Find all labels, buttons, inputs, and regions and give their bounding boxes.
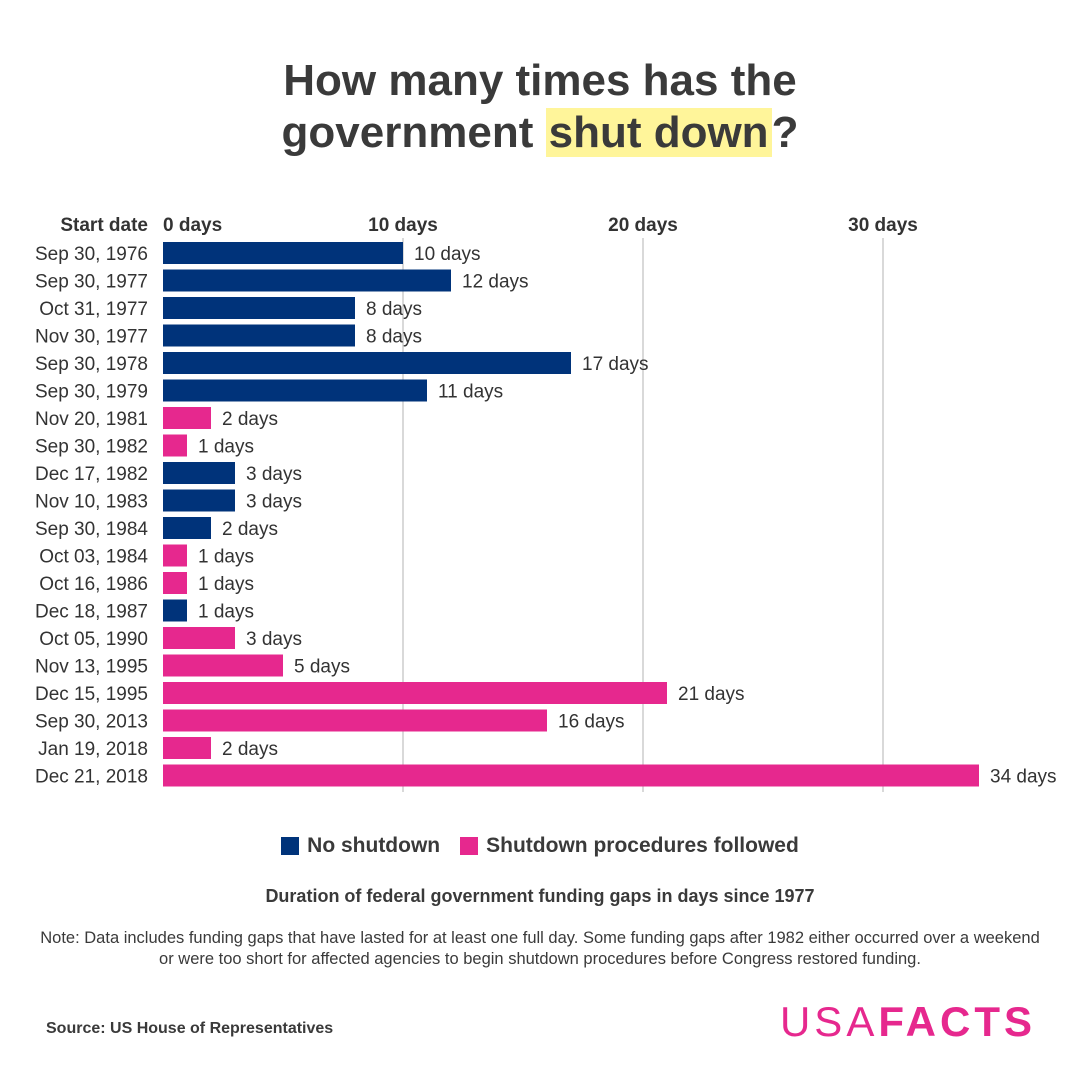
value-label: 11 days [438, 382, 503, 403]
value-label: 3 days [246, 492, 302, 513]
category-header: Start date [60, 215, 148, 236]
value-label: 1 days [198, 437, 254, 458]
bar [163, 242, 403, 264]
bar [163, 544, 187, 567]
bar [163, 352, 571, 374]
value-label: 34 days [990, 767, 1057, 788]
category-label: Oct 05, 1990 [39, 629, 148, 650]
category-label: Oct 31, 1977 [39, 299, 148, 320]
bar [163, 764, 979, 787]
legend-item-no-shutdown: No shutdown [281, 834, 440, 858]
bar-chart: 0 days 10 days 20 days 30 days Sep 30, 1976… [35, 215, 1057, 792]
bars: Sep 30, 1976 10 days Sep 30, 1977 12 days Oc… [35, 242, 1057, 788]
logo-text-facts: FACTS [878, 998, 1036, 1045]
chart-title: How many times has the government shut d… [0, 55, 1080, 159]
source-credit: Source: US House of Representatives [46, 1020, 334, 1037]
category-label: Sep 30, 1978 [35, 354, 148, 375]
logo-text-usa: USA [779, 998, 879, 1045]
bar [163, 572, 187, 594]
category-label: Sep 30, 2013 [35, 712, 148, 733]
value-label: 2 days [222, 739, 278, 760]
title-line-1: How many times has the [283, 56, 797, 105]
category-label: Dec 15, 1995 [35, 684, 148, 705]
bar [163, 709, 547, 732]
value-label: 16 days [558, 712, 625, 733]
value-label: 12 days [462, 272, 529, 293]
category-label: Jan 19, 2018 [38, 739, 148, 760]
bar [163, 324, 355, 347]
category-label: Sep 30, 1982 [35, 437, 148, 458]
legend-swatch-shutdown [460, 837, 479, 855]
bar [163, 434, 187, 457]
legend-label-shutdown: Shutdown procedures followed [486, 834, 799, 857]
chart-subtitle: Duration of federal government funding g… [265, 886, 815, 906]
value-label: 1 days [198, 547, 254, 568]
value-label: 17 days [582, 354, 649, 375]
bar [163, 599, 187, 622]
value-label: 8 days [366, 327, 422, 348]
bar [163, 627, 235, 649]
category-label: Oct 16, 1986 [39, 574, 148, 595]
title-line-2-prefix: government [281, 108, 546, 157]
value-label: 10 days [414, 244, 481, 265]
category-label: Sep 30, 1979 [35, 382, 148, 403]
bar [163, 737, 211, 759]
legend-swatch-no-shutdown [281, 837, 300, 855]
legend-label-no-shutdown: No shutdown [307, 834, 441, 857]
bar [163, 654, 283, 677]
value-label: 3 days [246, 464, 302, 485]
bar [163, 517, 211, 539]
category-label: Nov 30, 1977 [35, 327, 148, 348]
bar [163, 407, 211, 429]
category-label: Sep 30, 1976 [35, 244, 148, 265]
value-label: 2 days [222, 409, 278, 430]
category-label: Oct 03, 1984 [39, 547, 148, 568]
x-tick-label-0: 0 days [163, 215, 222, 236]
legend-item-shutdown: Shutdown procedures followed [460, 834, 799, 858]
title-line-2-suffix: ? [771, 108, 799, 157]
value-label: 2 days [222, 519, 278, 540]
bar [163, 297, 355, 319]
bar [163, 489, 235, 512]
chart-note: Note: Data includes funding gaps that ha… [40, 929, 1040, 968]
title-highlight: shut down [545, 108, 772, 157]
bar [163, 379, 427, 402]
value-label: 3 days [246, 629, 302, 650]
bar [163, 269, 451, 292]
legend: No shutdown Shutdown procedures followed [0, 834, 1080, 858]
category-label: Nov 20, 1981 [35, 409, 148, 430]
category-label: Sep 30, 1977 [35, 272, 148, 293]
x-tick-label-30: 30 days [848, 215, 918, 236]
bar [163, 462, 235, 484]
x-tick-label-20: 20 days [608, 215, 678, 236]
value-label: 1 days [198, 602, 254, 623]
category-label: Dec 21, 2018 [35, 767, 148, 788]
bar [163, 682, 667, 704]
value-label: 1 days [198, 574, 254, 595]
category-label: Dec 17, 1982 [35, 464, 148, 485]
category-label: Dec 18, 1987 [35, 602, 148, 623]
value-label: 5 days [294, 657, 350, 678]
value-label: 21 days [678, 684, 745, 705]
usafacts-logo: USAFACTS [780, 998, 1036, 1046]
category-label: Sep 30, 1984 [35, 519, 148, 540]
category-label: Nov 10, 1983 [35, 492, 148, 513]
value-label: 8 days [366, 299, 422, 320]
category-label: Nov 13, 1995 [35, 657, 148, 678]
x-tick-label-10: 10 days [368, 215, 438, 236]
